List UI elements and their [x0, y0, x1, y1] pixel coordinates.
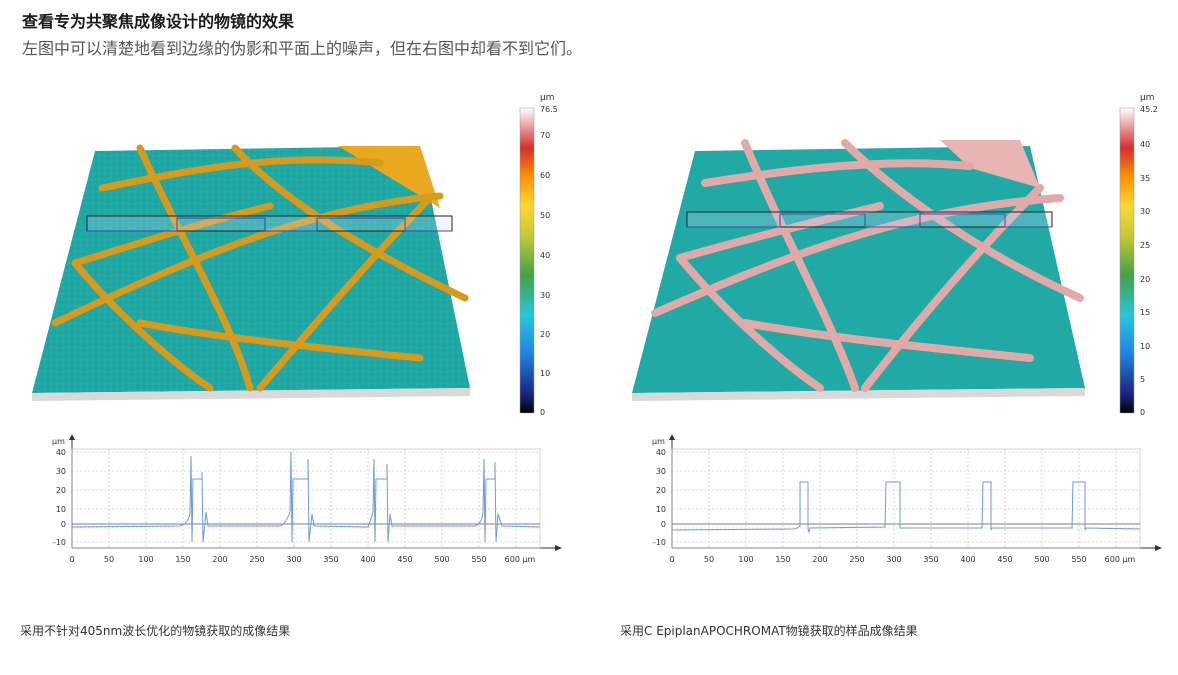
svg-text:0: 0	[661, 520, 666, 529]
svg-text:40: 40	[1140, 140, 1150, 149]
svg-text:200: 200	[812, 555, 827, 564]
colorbar-unit: µm	[540, 93, 555, 103]
svg-text:250: 250	[249, 555, 264, 564]
svg-text:150: 150	[775, 555, 790, 564]
svg-text:150: 150	[175, 555, 190, 564]
left-profile-chart: µm 40 30 20 10 0 -10 0 50 10	[52, 434, 562, 564]
profile-x-ticks: 0 50 100 150 200 250 300 350 400 450 500…	[69, 555, 535, 564]
right-caption: 采用C EpiplanAPOCHROMAT物镜获取的样品成像结果	[620, 624, 918, 638]
svg-text:20: 20	[540, 330, 550, 339]
svg-text:50: 50	[540, 211, 550, 220]
left-3d-surface-image: µm 76.5 70 60 50 40 30 20 10 0	[32, 93, 558, 417]
svg-text:10: 10	[656, 505, 666, 514]
svg-text:250: 250	[849, 555, 864, 564]
profile-line	[71, 451, 541, 543]
page-subtitle: 左图中可以清楚地看到边缘的伪影和平面上的噪声，但在右图中却看不到它们。	[22, 39, 583, 58]
page-title: 查看专为共聚焦成像设计的物镜的效果	[22, 12, 295, 31]
svg-text:100: 100	[738, 555, 753, 564]
colorbar-unit: µm	[1140, 93, 1155, 103]
left-comparison-panel: µm 76.5 70 60 50 40 30 20 10 0 µm	[20, 88, 580, 588]
svg-text:0: 0	[69, 555, 74, 564]
svg-text:-10: -10	[53, 538, 66, 547]
right-comparison-panel: µm 45.2 40 35 30 25 20 15 10 5 0 µm	[620, 88, 1178, 588]
left-ridges	[51, 144, 469, 392]
svg-text:30: 30	[56, 467, 66, 476]
svg-text:600 µm: 600 µm	[1105, 555, 1136, 564]
svg-text:10: 10	[540, 369, 550, 378]
svg-text:300: 300	[286, 555, 301, 564]
svg-text:50: 50	[704, 555, 714, 564]
svg-text:10: 10	[1140, 342, 1150, 351]
profile-y-ticks: 40 30 20 10 0 -10	[53, 448, 66, 547]
right-profile-chart: µm 40 30 20 10 0 -10 0 50 10	[652, 434, 1162, 564]
profile-x-ticks: 0 50 100 150 200 250 300 350 400 450 500…	[669, 555, 1135, 564]
svg-text:50: 50	[104, 555, 114, 564]
svg-text:100: 100	[138, 555, 153, 564]
svg-text:450: 450	[997, 555, 1012, 564]
colorbar	[1119, 107, 1135, 414]
svg-text:350: 350	[923, 555, 938, 564]
svg-text:20: 20	[1140, 275, 1150, 284]
profile-y-unit: µm	[652, 437, 665, 446]
svg-text:500: 500	[434, 555, 449, 564]
svg-text:15: 15	[1140, 308, 1150, 317]
svg-text:40: 40	[540, 251, 550, 260]
svg-text:400: 400	[360, 555, 375, 564]
svg-text:550: 550	[1071, 555, 1086, 564]
svg-text:20: 20	[56, 486, 66, 495]
svg-text:30: 30	[1140, 207, 1150, 216]
svg-text:40: 40	[56, 448, 66, 457]
svg-text:70: 70	[540, 131, 550, 140]
svg-text:40: 40	[656, 448, 666, 457]
svg-text:35: 35	[1140, 174, 1150, 183]
svg-text:400: 400	[960, 555, 975, 564]
svg-text:350: 350	[323, 555, 338, 564]
svg-text:0: 0	[669, 555, 674, 564]
svg-text:25: 25	[1140, 241, 1150, 250]
svg-text:0: 0	[1140, 408, 1145, 417]
svg-text:550: 550	[471, 555, 486, 564]
svg-text:0: 0	[540, 408, 545, 417]
colorbar	[519, 107, 535, 414]
svg-text:200: 200	[212, 555, 227, 564]
svg-text:-10: -10	[653, 538, 666, 547]
colorbar-max-label: 76.5	[540, 105, 558, 114]
svg-text:600 µm: 600 µm	[505, 555, 536, 564]
profile-y-ticks: 40 30 20 10 0 -10	[653, 448, 666, 547]
profile-line	[671, 481, 1141, 534]
profile-y-unit: µm	[52, 437, 65, 446]
right-3d-surface-image: µm 45.2 40 35 30 25 20 15 10 5 0	[632, 93, 1158, 417]
svg-text:10: 10	[56, 505, 66, 514]
svg-text:0: 0	[61, 520, 66, 529]
colorbar-ticks: 40 35 30 25 20 15 10 5 0	[1140, 140, 1150, 417]
left-caption: 采用不针对405nm波长优化的物镜获取的成像结果	[20, 624, 291, 638]
colorbar-max-label: 45.2	[1140, 105, 1158, 114]
svg-text:450: 450	[397, 555, 412, 564]
svg-text:20: 20	[656, 486, 666, 495]
colorbar-ticks: 70 60 50 40 30 20 10 0	[540, 131, 550, 417]
svg-text:60: 60	[540, 171, 550, 180]
svg-text:30: 30	[656, 467, 666, 476]
svg-text:300: 300	[886, 555, 901, 564]
svg-text:30: 30	[540, 291, 550, 300]
svg-text:5: 5	[1140, 375, 1145, 384]
svg-text:500: 500	[1034, 555, 1049, 564]
